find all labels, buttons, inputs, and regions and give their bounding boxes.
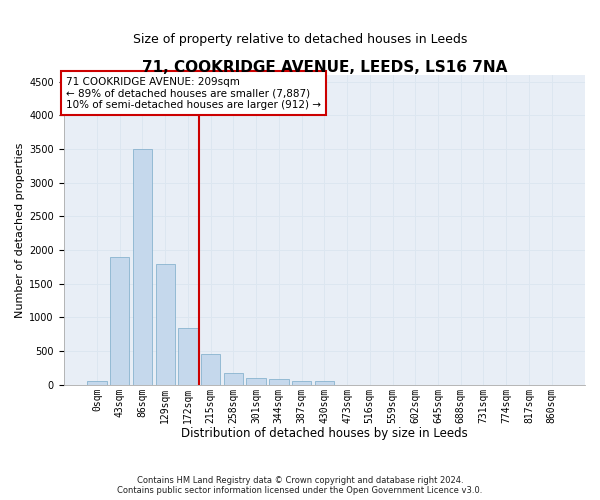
Bar <box>178 328 197 385</box>
Bar <box>292 380 311 385</box>
Text: 71 COOKRIDGE AVENUE: 209sqm
← 89% of detached houses are smaller (7,887)
10% of : 71 COOKRIDGE AVENUE: 209sqm ← 89% of det… <box>66 76 321 110</box>
Bar <box>133 149 152 385</box>
Y-axis label: Number of detached properties: Number of detached properties <box>15 142 25 318</box>
Bar <box>224 373 243 385</box>
Bar <box>269 380 289 385</box>
Bar <box>155 264 175 385</box>
Text: Contains HM Land Registry data © Crown copyright and database right 2024.
Contai: Contains HM Land Registry data © Crown c… <box>118 476 482 495</box>
Bar <box>110 257 130 385</box>
Bar <box>201 354 220 385</box>
Text: Size of property relative to detached houses in Leeds: Size of property relative to detached ho… <box>133 32 467 46</box>
Title: 71, COOKRIDGE AVENUE, LEEDS, LS16 7NA: 71, COOKRIDGE AVENUE, LEEDS, LS16 7NA <box>142 60 507 75</box>
Bar <box>88 382 107 385</box>
Bar <box>314 382 334 385</box>
X-axis label: Distribution of detached houses by size in Leeds: Distribution of detached houses by size … <box>181 427 467 440</box>
Bar <box>247 378 266 385</box>
